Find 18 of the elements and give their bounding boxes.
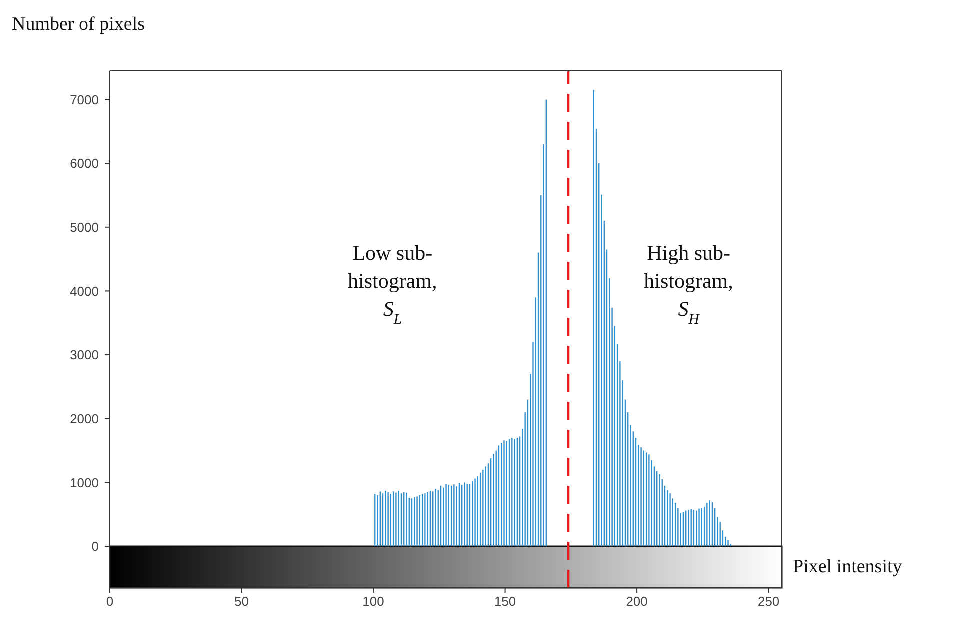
x-tick-label: 100 xyxy=(362,594,384,610)
y-tick-label: 6000 xyxy=(70,156,99,172)
x-tick-label: 150 xyxy=(494,594,516,610)
annotation: Low sub- histogram, S$_{L}$ xyxy=(348,241,438,328)
y-tick-label: 7000 xyxy=(70,92,99,108)
y-tick-label: 5000 xyxy=(70,220,99,235)
x-tick-label: 50 xyxy=(234,594,249,610)
y-tick-label: 1000 xyxy=(70,475,99,490)
x-tick-label: 250 xyxy=(758,594,780,610)
x-axis-title: Pixel intensity xyxy=(793,556,903,578)
y-tick-label: 3000 xyxy=(70,348,99,363)
y-tick-label: 0 xyxy=(92,539,99,554)
y-axis-title: Number of pixels xyxy=(12,14,145,35)
x-tick-label: 0 xyxy=(106,594,114,610)
y-tick-label: 2000 xyxy=(70,411,99,426)
y-tick-label: 4000 xyxy=(70,284,99,299)
x-tick-label: 200 xyxy=(626,594,648,610)
annotation: High sub- histogram, S$_{H}$ xyxy=(644,241,734,328)
